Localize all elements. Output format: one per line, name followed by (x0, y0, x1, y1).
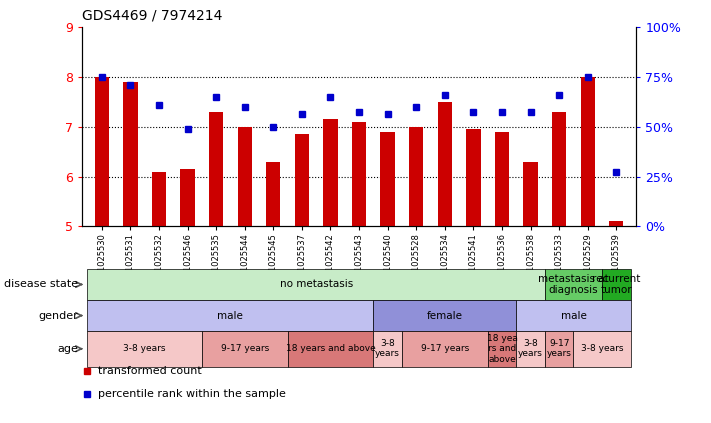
Bar (87, 300, 373, 331)
Text: female: female (427, 310, 463, 321)
Text: age: age (58, 344, 78, 354)
Bar (516, 300, 631, 331)
Text: 3-8 years: 3-8 years (581, 344, 624, 353)
Bar (373, 300, 516, 331)
Text: 9-17
years: 9-17 years (547, 339, 572, 358)
Text: 9-17 years: 9-17 years (220, 344, 269, 353)
Bar (545, 331, 574, 367)
Bar (438, 102, 452, 226)
Bar (352, 122, 366, 226)
Text: percentile rank within the sample: percentile rank within the sample (98, 389, 286, 399)
Bar (523, 162, 538, 226)
Text: male: male (560, 310, 587, 321)
Bar (552, 112, 566, 226)
Bar (202, 331, 287, 367)
Text: gender: gender (38, 310, 78, 321)
Text: disease state: disease state (4, 280, 78, 289)
Text: 3-8
years: 3-8 years (518, 339, 543, 358)
Bar (574, 331, 631, 367)
Text: 9-17 years: 9-17 years (421, 344, 469, 353)
Text: no metastasis: no metastasis (279, 280, 353, 289)
Bar (87, 331, 202, 367)
Bar (123, 82, 137, 226)
Text: 18 years and above: 18 years and above (286, 344, 375, 353)
Bar (488, 331, 516, 367)
Text: GDS4469 / 7974214: GDS4469 / 7974214 (82, 9, 222, 23)
Bar (409, 127, 423, 226)
Bar (581, 77, 595, 226)
Bar (266, 162, 280, 226)
Bar (87, 269, 545, 300)
Bar (380, 132, 395, 226)
Text: transformed count: transformed count (98, 366, 202, 376)
Text: metastasis at
diagnosis: metastasis at diagnosis (538, 274, 609, 295)
Bar (545, 269, 602, 300)
Text: 18 yea
rs and
above: 18 yea rs and above (486, 334, 518, 364)
Bar (209, 112, 223, 226)
Text: male: male (218, 310, 243, 321)
Bar (516, 331, 545, 367)
Bar (95, 77, 109, 226)
Bar (237, 127, 252, 226)
Bar (466, 129, 481, 226)
Text: recurrent
tumor: recurrent tumor (592, 274, 641, 295)
Bar (373, 331, 402, 367)
Bar (495, 132, 509, 226)
Bar (324, 119, 338, 226)
Bar (287, 331, 373, 367)
Bar (609, 221, 624, 226)
Bar (295, 135, 309, 226)
Bar (602, 269, 631, 300)
Text: 3-8
years: 3-8 years (375, 339, 400, 358)
Bar (181, 169, 195, 226)
Text: 3-8 years: 3-8 years (124, 344, 166, 353)
Bar (152, 172, 166, 226)
Bar (402, 331, 488, 367)
